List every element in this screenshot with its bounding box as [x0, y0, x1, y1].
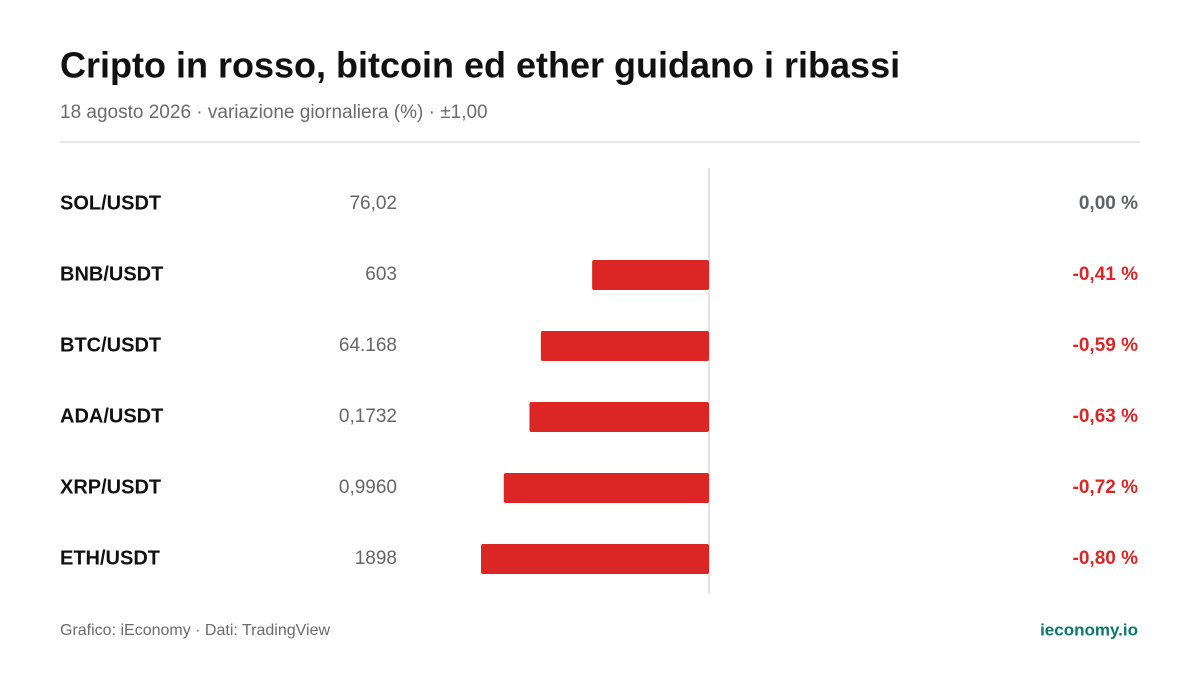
- chart-subtitle: 18 agosto 2026 · variazione giornaliera …: [60, 102, 488, 123]
- category-label: XRP/USDT: [60, 476, 161, 498]
- category-label: BTC/USDT: [60, 334, 161, 356]
- category-label: ADA/USDT: [60, 405, 163, 427]
- price: 603: [365, 264, 397, 285]
- value-label: -0,59 %: [1073, 335, 1139, 356]
- price: 0,1732: [339, 406, 397, 427]
- bar: [540, 331, 709, 361]
- bar: [592, 260, 709, 290]
- source: Grafico: iEconomy · Dati: TradingView: [60, 622, 330, 639]
- value-label: 0,00 %: [1079, 193, 1138, 214]
- price: 0,9960: [339, 477, 397, 498]
- value-label: -0,72 %: [1073, 477, 1139, 498]
- bar: [529, 402, 709, 432]
- price: 64.168: [339, 335, 397, 356]
- price: 76,02: [349, 193, 397, 214]
- category-label: BNB/USDT: [60, 263, 163, 285]
- value-label: -0,41 %: [1073, 264, 1139, 285]
- chart-title: Cripto in rosso, bitcoin ed ether guidan…: [60, 45, 900, 86]
- brand: ieconomy.io: [1040, 620, 1138, 639]
- bar: [503, 473, 709, 503]
- value-label: -0,80 %: [1073, 548, 1139, 569]
- bar: [481, 544, 709, 574]
- price: 1898: [355, 548, 397, 569]
- category-label: ETH/USDT: [60, 547, 160, 569]
- category-label: SOL/USDT: [60, 192, 161, 214]
- value-label: -0,63 %: [1073, 406, 1139, 427]
